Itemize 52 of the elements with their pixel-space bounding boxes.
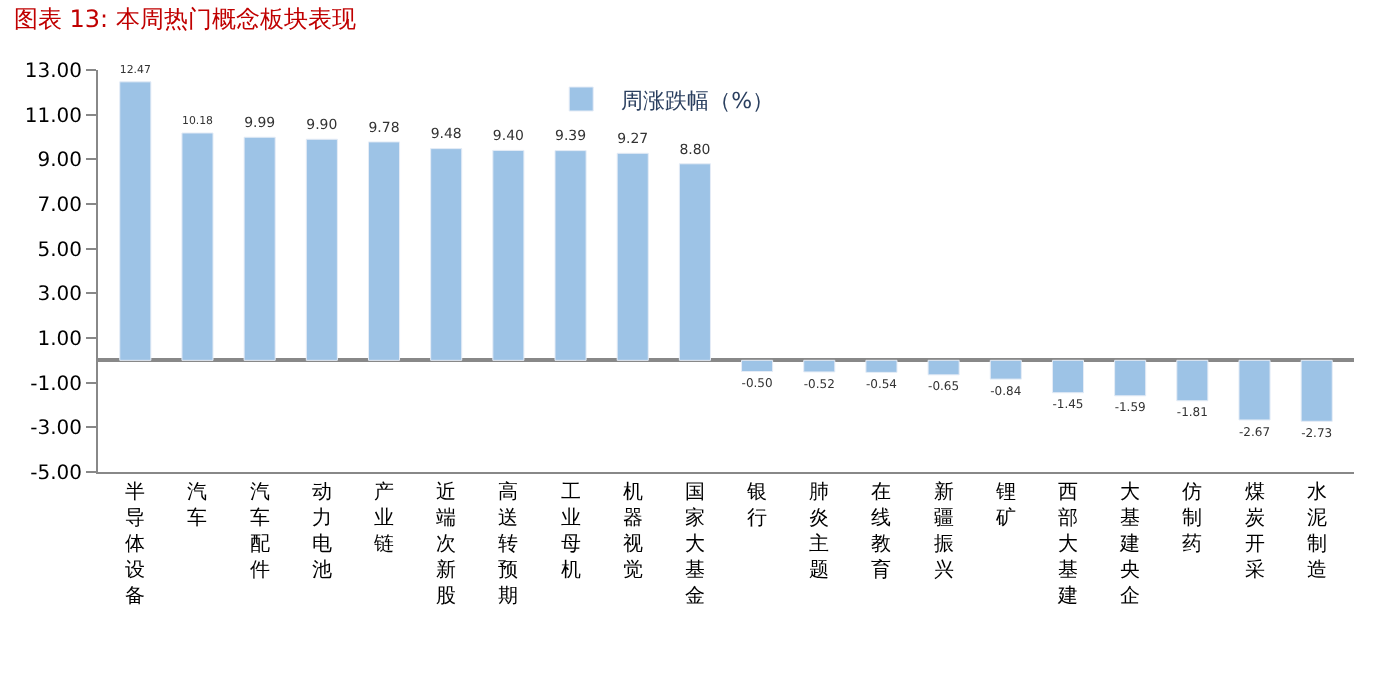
- x-tick-label: 水泥制造: [1306, 480, 1327, 582]
- bar: [1300, 359, 1333, 422]
- y-tick-label: 5.00: [37, 239, 82, 262]
- x-tick-label: 动力电池: [311, 482, 332, 582]
- bar: [1114, 359, 1147, 397]
- x-tick-label: 近端次新股: [436, 480, 457, 608]
- bar: [865, 359, 898, 373]
- x-tick-label: 国家大基金: [684, 482, 705, 608]
- bar: [741, 359, 774, 372]
- bar: [678, 163, 711, 361]
- bar: [1051, 359, 1085, 394]
- bar: [1238, 359, 1271, 421]
- bar: [367, 141, 401, 361]
- chart-title: 图表 13: 本周热门概念板块表现: [13, 5, 356, 34]
- bar: [616, 152, 649, 361]
- bar: [554, 150, 587, 361]
- x-tick-label: 汽车: [187, 480, 208, 530]
- x-tick-label: 煤炭开采: [1244, 480, 1265, 582]
- x-tick-label: 肺炎主题: [809, 480, 830, 582]
- x-tick-label: 大基建央企: [1118, 480, 1141, 608]
- x-tick-label: 银行: [745, 482, 768, 530]
- x-tick-label: 在线教育: [871, 480, 892, 582]
- y-tick-label: -3.00: [30, 418, 82, 441]
- x-tick-label: 新疆振兴: [933, 480, 954, 582]
- bar: [989, 359, 1022, 380]
- bar: [492, 149, 525, 361]
- y-tick-label: 11.00: [24, 105, 82, 128]
- y-tick-label: 13.00: [24, 61, 82, 83]
- x-tick-label: 西部大基建: [1055, 482, 1078, 608]
- x-tick-label: 仿制药: [1180, 480, 1203, 556]
- bar: [927, 359, 960, 376]
- bar: [305, 138, 338, 361]
- bar: [119, 81, 152, 361]
- x-tick-label: 锂矿: [993, 482, 1016, 530]
- x-tick-label: 高送转预期: [498, 480, 519, 608]
- y-tick-label: -1.00: [30, 373, 82, 396]
- bar: [803, 359, 836, 373]
- x-tick-label: 半导体设备: [125, 480, 146, 608]
- x-tick-label: 机器视觉: [622, 480, 643, 582]
- y-tick-label: 1.00: [37, 329, 82, 351]
- y-tick-label: 3.00: [37, 284, 82, 307]
- y-tick-label: 7.00: [37, 195, 82, 217]
- bar: [181, 132, 214, 361]
- bar: [1176, 359, 1209, 402]
- y-tick-label: 9.00: [37, 150, 82, 173]
- x-tick-label: 工业母机: [560, 482, 581, 582]
- x-tick-label: 汽车配件: [249, 480, 270, 582]
- x-tick-label: 产业链: [372, 480, 395, 556]
- y-tick-label: -5.00: [30, 463, 82, 485]
- legend-label: 周涨跌幅（%）: [621, 87, 775, 114]
- bar: [430, 148, 463, 361]
- bar: [243, 136, 276, 361]
